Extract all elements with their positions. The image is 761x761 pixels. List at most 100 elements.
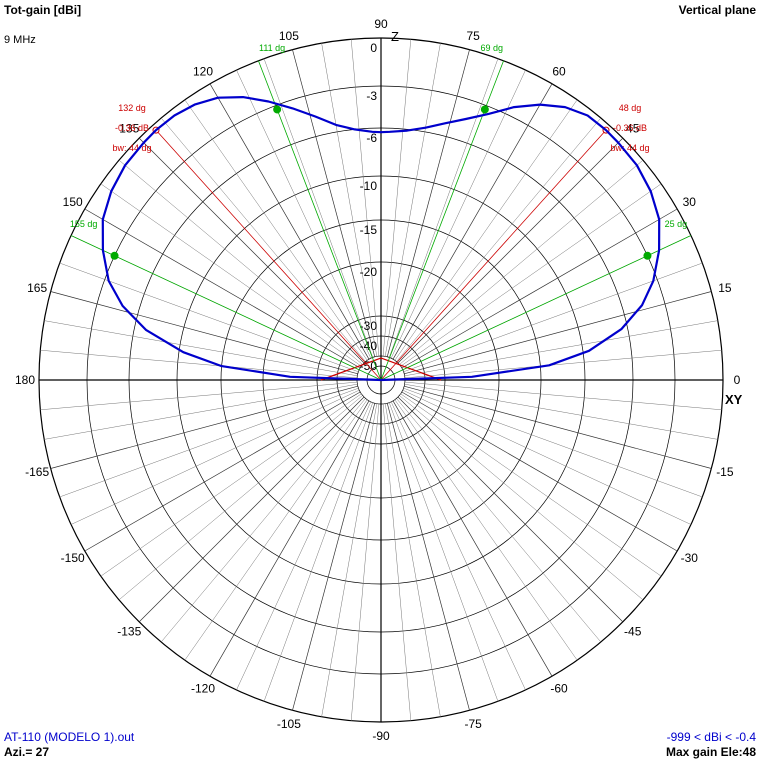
filename-label: AT-110 (MODELO 1).out xyxy=(4,730,135,744)
angle-tick-label: 75 xyxy=(466,29,480,43)
half-power-line xyxy=(258,60,382,381)
grid-spoke xyxy=(396,117,602,362)
grid-spoke xyxy=(384,403,441,717)
grid-spoke xyxy=(396,398,602,643)
grid-spoke xyxy=(59,262,359,373)
db-ring-label: -3 xyxy=(366,89,377,103)
grid-spoke xyxy=(160,398,366,643)
grid-spoke xyxy=(384,43,441,357)
grid-spoke xyxy=(404,385,712,469)
grid-spoke xyxy=(401,208,678,369)
grid-spoke xyxy=(382,39,412,357)
beam-label: 48 dg xyxy=(619,103,642,113)
angle-tick-label: -30 xyxy=(681,551,699,565)
grid-spoke xyxy=(402,389,692,525)
half-power-label: 111 dg xyxy=(259,43,285,53)
plane-label: Vertical plane xyxy=(678,3,756,17)
db-ring-label: -40 xyxy=(360,339,378,353)
half-power-line xyxy=(380,60,504,381)
grid-spoke xyxy=(403,387,703,498)
beam-label: -0.36 dB xyxy=(115,123,149,133)
grid-spoke xyxy=(118,395,363,601)
grid-spoke xyxy=(209,400,370,677)
grid-spoke xyxy=(392,400,553,677)
grid-spoke xyxy=(390,401,526,691)
angle-tick-label: 105 xyxy=(279,29,299,43)
grid-spoke xyxy=(321,403,378,717)
grid-spoke xyxy=(236,69,372,359)
angle-tick-label: -120 xyxy=(191,681,215,695)
half-power-label: 69 dg xyxy=(480,43,503,53)
grid-spoke xyxy=(44,320,358,377)
beam-peak-line xyxy=(380,129,607,381)
grid-spoke xyxy=(292,49,376,357)
max-gain-label: Max gain Ele:48 xyxy=(665,745,756,759)
gain-range-label: -999 < dBi < -0.4 xyxy=(666,730,756,744)
azimuth-label: Azi.= 27 xyxy=(4,745,50,759)
db-ring-label: -15 xyxy=(360,223,378,237)
angle-tick-label: -60 xyxy=(550,681,568,695)
grid-spoke xyxy=(394,399,578,661)
grid-spoke xyxy=(400,393,662,577)
grid-spoke xyxy=(392,83,553,360)
grid-spoke xyxy=(184,399,368,661)
grid-spoke xyxy=(59,387,359,498)
half-power-point xyxy=(110,251,119,260)
db-ring-label: -10 xyxy=(360,179,378,193)
angle-tick-label: 45 xyxy=(626,121,640,135)
beam-label: 132 dg xyxy=(118,103,146,113)
grid-spoke xyxy=(350,39,380,357)
grid-spoke xyxy=(397,396,624,623)
grid-spoke xyxy=(388,58,499,358)
half-power-line xyxy=(70,235,382,381)
angle-tick-label: 30 xyxy=(683,195,697,209)
half-power-point xyxy=(273,105,282,114)
angle-tick-label: -90 xyxy=(372,729,390,743)
grid-spoke xyxy=(399,395,644,601)
chart-title: Tot-gain [dBi] xyxy=(4,3,82,17)
angle-tick-label: 15 xyxy=(718,281,732,295)
angle-tick-label: 150 xyxy=(63,195,83,209)
db-ring-label: -6 xyxy=(366,131,377,145)
grid-spoke xyxy=(44,383,358,440)
grid-spoke xyxy=(401,391,678,552)
grid-spoke xyxy=(40,349,358,379)
grid-spoke xyxy=(386,49,470,357)
z-axis-label: Z xyxy=(391,29,399,44)
grid-spoke xyxy=(236,401,372,691)
beam-peak-line xyxy=(155,129,382,381)
grid-spoke xyxy=(292,403,376,711)
grid-spoke xyxy=(394,99,578,361)
half-power-label: 155 dg xyxy=(70,219,98,229)
angle-tick-label: 135 xyxy=(119,121,139,135)
grid-spoke xyxy=(209,83,370,360)
grid-spoke xyxy=(50,385,358,469)
grid-spoke xyxy=(84,391,361,552)
angle-tick-label: 0 xyxy=(734,373,741,387)
grid-spoke xyxy=(84,208,361,369)
angle-tick-label: 60 xyxy=(552,65,566,79)
grid-spoke xyxy=(184,99,368,361)
grid-spoke xyxy=(138,396,365,623)
grid-spoke xyxy=(399,159,644,365)
angle-tick-label: 90 xyxy=(374,17,388,31)
grid-spoke xyxy=(50,291,358,375)
grid-spoke xyxy=(160,117,366,362)
grid-spoke xyxy=(138,137,365,364)
angle-tick-label: -105 xyxy=(277,717,301,731)
half-power-label: 25 dg xyxy=(665,219,688,229)
angle-tick-label: -150 xyxy=(61,551,85,565)
db-ring-label: -20 xyxy=(360,265,378,279)
beam-label: -0.36 dB xyxy=(613,123,647,133)
grid-spoke xyxy=(388,402,499,702)
grid-spoke xyxy=(70,389,360,525)
grid-spoke xyxy=(386,403,470,711)
db-ring-label: -30 xyxy=(360,319,378,333)
grid-spoke xyxy=(403,262,703,373)
half-power-point xyxy=(480,105,489,114)
grid-spoke xyxy=(321,43,378,357)
angle-tick-label: -15 xyxy=(716,465,734,479)
angle-tick-label: 120 xyxy=(193,65,213,79)
grid-spoke xyxy=(404,291,712,375)
